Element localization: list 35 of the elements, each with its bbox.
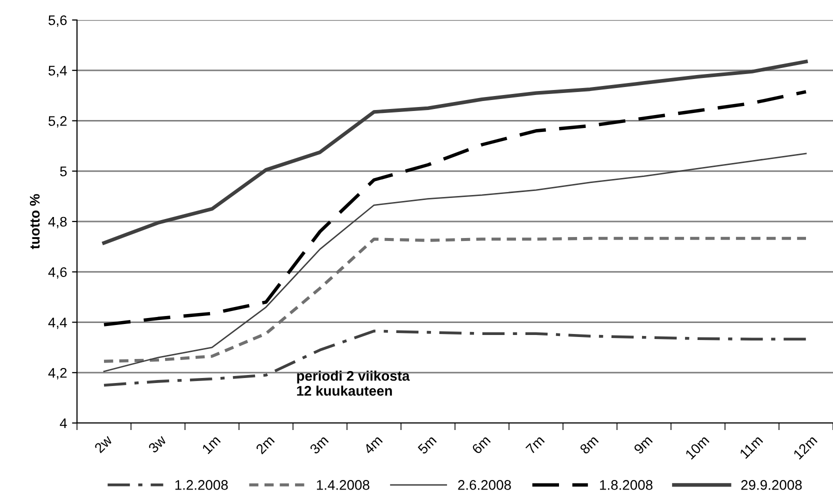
x-tick-label: 4m (363, 435, 383, 455)
y-tick-label: 5,2 (48, 116, 67, 128)
x-tick-label: 12m (792, 435, 818, 460)
y-tick-label: 5 (60, 166, 67, 176)
line-series (102, 236, 808, 363)
x-tick-label: 2w (94, 434, 113, 454)
y-tick-label: 4 (60, 418, 67, 428)
x-tick-label: 3w (148, 434, 167, 454)
x-tick-label: 7m (525, 435, 545, 454)
x-tick-label: 8m (579, 435, 599, 455)
legend-label: 1.8.2008 (600, 480, 652, 490)
y-tick-label: 4,8 (48, 216, 67, 228)
y-axis-title: tuotto % (30, 194, 40, 250)
x-tick-label: 10m (684, 435, 710, 460)
x-tick-label: 5m (417, 435, 437, 455)
legend-label: 2.6.2008 (458, 480, 511, 490)
y-tick-label: 5,4 (48, 66, 67, 78)
line-series (102, 90, 808, 326)
x-tick-label: 3m (309, 435, 329, 455)
line-series (103, 152, 807, 372)
x-tick-label: 1m (202, 435, 221, 454)
annotation: periodi 2 viikosta 12 kuukauteen (297, 370, 410, 396)
y-tick-label: 4,2 (48, 368, 67, 380)
line-series (102, 330, 808, 387)
y-tick-label: 4,6 (48, 267, 67, 279)
x-tick-label: 11m (739, 435, 764, 459)
legend-label: 1.2.2008 (175, 480, 228, 490)
legend-label: 1.4.2008 (316, 480, 370, 490)
y-tick-label: 4,4 (48, 318, 67, 330)
line-series (102, 60, 808, 245)
x-tick-label: 2m (255, 435, 275, 454)
legend-label: 29.9.2008 (741, 480, 802, 490)
x-tick-label: 9m (633, 435, 653, 455)
y-tick-label: 5,6 (48, 15, 67, 27)
x-tick-label: 6m (471, 435, 491, 454)
